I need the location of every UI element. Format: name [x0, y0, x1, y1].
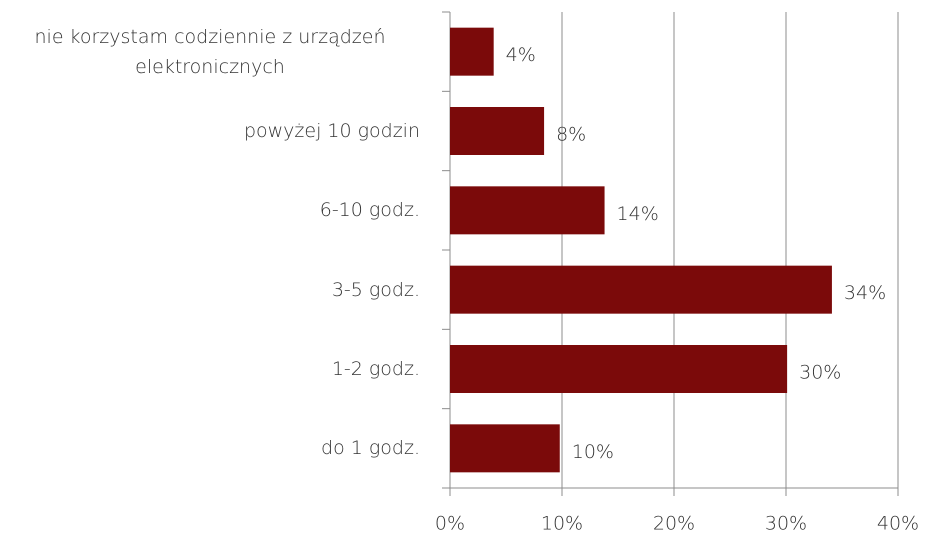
y-tick-label: 1-2 godz.	[331, 357, 420, 380]
y-tick-label: 3-5 godz.	[331, 278, 420, 301]
y-tick-label: do 1 godz.	[321, 437, 420, 460]
y-tick-label-box: powyżej 10 godzin	[244, 91, 420, 170]
value-label: 4%	[506, 44, 536, 66]
x-tick-label: 10%	[541, 513, 583, 535]
y-tick-label-box: nie korzystam codziennie z urządzeń elek…	[0, 12, 420, 91]
y-tick-label: nie korzystam codziennie z urządzeń elek…	[34, 25, 386, 78]
bar	[450, 27, 494, 76]
value-label: 30%	[799, 362, 841, 384]
x-tick-label: 30%	[765, 513, 807, 535]
value-label: 10%	[572, 441, 614, 463]
bar	[450, 107, 545, 155]
y-tick-label-box: 3-5 godz.	[332, 250, 420, 329]
value-label: 14%	[617, 203, 659, 225]
x-tick-label: 20%	[653, 513, 695, 535]
value-label: 34%	[844, 282, 886, 304]
y-tick-label-box: 1-2 godz.	[332, 329, 420, 408]
y-tick-label-box: do 1 godz.	[321, 409, 420, 488]
x-tick-label: 40%	[877, 513, 919, 535]
bar	[450, 345, 788, 393]
y-tick-label-box: 6-10 godz.	[320, 171, 420, 250]
value-label: 8%	[556, 124, 586, 146]
bar	[450, 424, 560, 473]
bar	[450, 265, 832, 314]
y-tick-label: powyżej 10 godzin	[243, 119, 420, 142]
x-tick-label: 0%	[435, 513, 465, 535]
bar	[450, 186, 605, 235]
y-tick-label: 6-10 godz.	[319, 199, 420, 222]
